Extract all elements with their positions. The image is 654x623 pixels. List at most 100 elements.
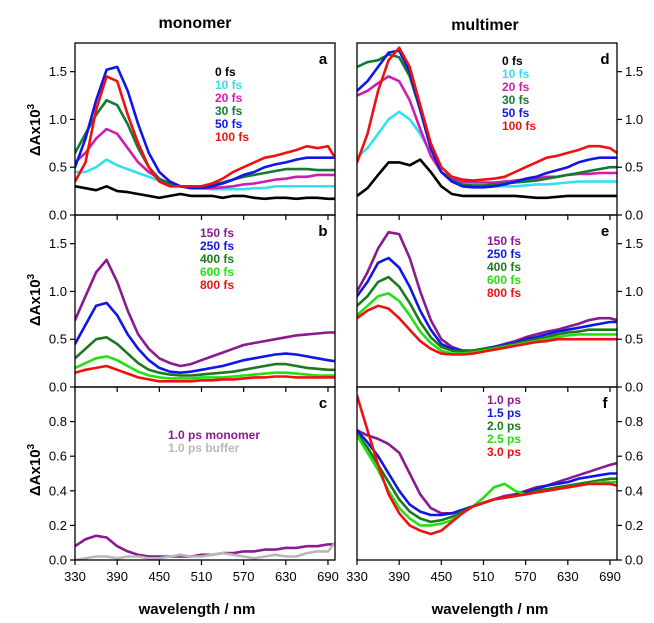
y-tick-label-d-1: 0.5 (625, 160, 643, 175)
y-tick-label-f-4: 0.8 (625, 414, 643, 429)
x-tick-label-c-5: 630 (275, 569, 297, 584)
legend-entry-a-2: 20 fs (215, 91, 243, 105)
x-axis-title-multimer: wavelength / nm (431, 601, 549, 618)
legend-entry-d-3: 30 fs (502, 93, 530, 107)
y-axis-title-top: ΔAx103 (26, 103, 44, 156)
series-line-b-4 (75, 364, 335, 383)
legend-entry-c-0: 1.0 ps monomer (168, 428, 260, 442)
panel-letter-f: f (603, 395, 609, 412)
panel-letter-b: b (318, 223, 327, 240)
panel-letter-d: d (600, 51, 609, 68)
legend-entry-f-4: 3.0 ps (487, 445, 521, 459)
y-tick-label-f-0: 0.0 (625, 553, 643, 568)
column-title-multimer: multimer (451, 17, 519, 34)
y-tick-label-c-1: 0.2 (49, 518, 67, 533)
series-line-f-4 (357, 394, 617, 536)
series-line-d-4 (357, 49, 617, 189)
plot-frame-c (74, 386, 336, 561)
legend-entry-d-1: 10 fs (502, 67, 530, 81)
x-tick-label-c-6: 690 (317, 569, 339, 584)
x-tick-label-f-6: 690 (599, 569, 621, 584)
series-line-d-5 (357, 46, 617, 182)
y-tick-label-b-0: 0.0 (49, 380, 67, 395)
legend-entry-f-3: 2.5 ps (487, 432, 521, 446)
y-tick-label-c-4: 0.8 (49, 414, 67, 429)
y-tick-label-a-0: 0.0 (49, 208, 67, 223)
y-tick-label-e-0: 0.0 (625, 380, 643, 395)
x-tick-label-f-1: 390 (388, 569, 410, 584)
x-tick-label-c-0: 330 (64, 569, 86, 584)
legend-entry-c-1: 1.0 ps buffer (168, 441, 240, 455)
series-line-e-2 (357, 275, 617, 353)
y-tick-label-e-2: 1.0 (625, 284, 643, 299)
x-tick-label-c-3: 510 (191, 569, 213, 584)
legend-entry-a-5: 100 fs (215, 130, 249, 144)
y-tick-label-d-2: 1.0 (625, 112, 643, 127)
legend-entry-e-0: 150 fs (487, 234, 521, 248)
legend-entry-b-0: 150 fs (200, 226, 234, 240)
y-tick-label-b-2: 1.0 (49, 284, 67, 299)
series-line-a-5 (75, 75, 335, 188)
y-tick-label-a-1: 0.5 (49, 160, 67, 175)
panel-letter-a: a (319, 51, 328, 68)
legend-entry-a-1: 10 fs (215, 78, 243, 92)
x-tick-label-f-4: 570 (515, 569, 537, 584)
series-line-c-0 (75, 534, 335, 558)
x-tick-label-f-2: 450 (430, 569, 452, 584)
series-line-c-1 (75, 541, 335, 560)
y-tick-label-a-2: 1.0 (49, 112, 67, 127)
plot-frame-f (356, 386, 618, 561)
y-axis-title-middle: ΔAx103 (26, 273, 44, 326)
y-tick-label-e-3: 1.5 (625, 236, 643, 251)
legend-entry-f-0: 1.0 ps (487, 393, 521, 407)
x-tick-label-c-2: 450 (148, 569, 170, 584)
x-tick-label-f-3: 510 (473, 569, 495, 584)
y-tick-label-c-0: 0.0 (49, 553, 67, 568)
legend-entry-a-0: 0 fs (215, 65, 236, 79)
series-line-a-3 (75, 99, 335, 188)
plot-frame-d (356, 42, 618, 216)
series-line-d-3 (357, 53, 617, 187)
legend-entry-a-4: 50 fs (215, 117, 243, 131)
legend-entry-d-5: 100 fs (502, 119, 536, 133)
legend-entry-b-3: 600 fs (200, 265, 234, 279)
legend-entry-e-4: 800 fs (487, 286, 521, 300)
legend-entry-b-4: 800 fs (200, 278, 234, 292)
legend-entry-d-2: 20 fs (502, 80, 530, 94)
y-tick-label-d-3: 1.5 (625, 64, 643, 79)
series-line-e-4 (357, 304, 617, 356)
y-axis-title-bottom: ΔAx103 (26, 443, 44, 496)
x-tick-label-c-4: 570 (233, 569, 255, 584)
y-tick-label-c-2: 0.4 (49, 483, 67, 498)
y-tick-label-f-2: 0.4 (625, 483, 643, 498)
legend-entry-e-3: 600 fs (487, 273, 521, 287)
series-line-d-0 (357, 158, 617, 200)
legend-entry-f-1: 1.5 ps (487, 406, 521, 420)
series-line-b-2 (75, 336, 335, 377)
x-tick-label-f-0: 330 (346, 569, 368, 584)
y-tick-label-b-3: 1.5 (49, 236, 67, 251)
legend-entry-d-0: 0 fs (502, 54, 523, 68)
series-line-a-0 (75, 185, 335, 201)
series-line-d-2 (357, 75, 617, 184)
x-axis-title-monomer: wavelength / nm (138, 601, 256, 618)
series-line-a-4 (75, 65, 335, 190)
y-tick-label-f-3: 0.6 (625, 449, 643, 464)
y-tick-label-f-1: 0.2 (625, 518, 643, 533)
legend-entry-a-3: 30 fs (215, 104, 243, 118)
series-line-b-3 (75, 355, 335, 380)
panel-letter-e: e (601, 223, 609, 240)
x-tick-label-c-1: 390 (106, 569, 128, 584)
series-line-b-1 (75, 301, 335, 374)
legend-entry-e-1: 250 fs (487, 247, 521, 261)
y-tick-label-b-1: 0.5 (49, 332, 67, 347)
y-tick-label-a-3: 1.5 (49, 64, 67, 79)
legend-entry-b-2: 400 fs (200, 252, 234, 266)
y-tick-label-c-3: 0.6 (49, 449, 67, 464)
panel-f: 0.0 0.2 0.4 0.6 0.8 330 390 450 510 570 630 690 f 1.0… (346, 386, 643, 584)
